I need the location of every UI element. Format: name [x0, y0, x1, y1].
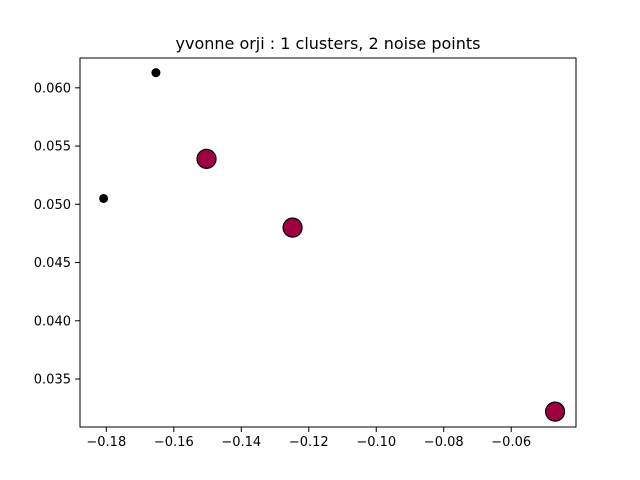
x-tick-label: −0.10 [356, 435, 396, 450]
cluster-point [196, 148, 217, 169]
noise-point [151, 68, 161, 78]
cluster-point [282, 217, 303, 238]
x-tick-label: −0.14 [221, 435, 261, 450]
x-tick-label: −0.08 [424, 435, 464, 450]
cluster-point [544, 401, 566, 422]
x-tick-label: −0.06 [491, 435, 531, 450]
x-tick-label: −0.12 [289, 435, 329, 450]
y-tick-label: 0.040 [34, 314, 71, 329]
x-tick-label: −0.16 [154, 435, 194, 450]
y-tick-label: 0.050 [34, 198, 71, 213]
noise-point [99, 193, 109, 203]
y-tick-label: 0.060 [34, 81, 71, 96]
plot-area: −0.18 −0.16 −0.14 −0.12 −0.10 −0.08 −0.06 0.035… [34, 57, 577, 450]
axes-frame [79, 57, 577, 428]
y-tick-label: 0.055 [34, 140, 71, 155]
y-tick-label: 0.045 [34, 256, 71, 271]
x-tick-label: −0.18 [86, 435, 126, 450]
chart-title: yvonne orji : 1 clusters, 2 noise points [176, 34, 481, 53]
y-tick-label: 0.035 [34, 373, 71, 388]
